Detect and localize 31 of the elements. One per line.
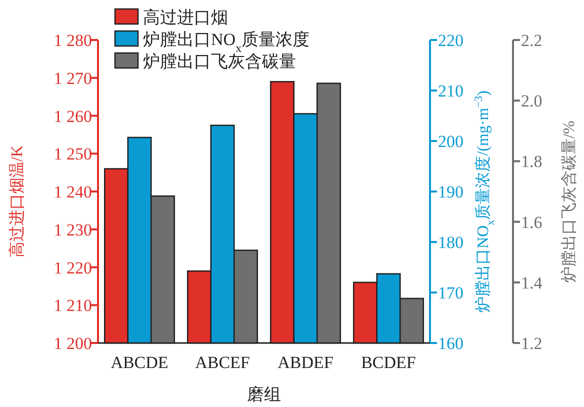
y-tick-label: 1 280 [54, 31, 92, 50]
y2-tick-label: 210 [438, 82, 464, 100]
y-tick-label: 1 230 [54, 220, 92, 240]
y-tick-label: 1 250 [54, 144, 92, 164]
y2-tick-label: 170 [438, 284, 464, 302]
y-tick-label: 1 210 [54, 296, 92, 316]
y3-tick-label: 1.2 [521, 334, 542, 353]
y-tick-label: 1 240 [54, 182, 92, 202]
y3-axis-title: 炉膛出口飞灰含碳量/% [560, 120, 578, 282]
y2-tick-label: 200 [438, 132, 464, 151]
y2-tick-label: 160 [438, 334, 464, 353]
y3-tick-label: 1.4 [521, 273, 543, 292]
x-tick-label: ABCEF [195, 353, 250, 372]
x-tick-label: ABDEF [278, 353, 334, 372]
y-tick-label: 1 260 [54, 106, 92, 126]
y2-tick-label: 220 [438, 31, 464, 50]
y-axis-title: 高过进口烟温/K [8, 145, 26, 258]
legend-label: 高过进口烟 [143, 8, 228, 27]
x-axis-title: 磨组 [247, 385, 281, 404]
legend-label: 炉膛出口飞灰含碳量 [143, 52, 296, 71]
x-tick-label: BCDEF [361, 353, 416, 372]
y2-tick-label: 180 [438, 233, 464, 252]
y-tick-label: 1 220 [54, 258, 92, 278]
y3-tick-label: 1.6 [521, 212, 542, 232]
y3-tick-label: 2.2 [521, 31, 542, 50]
y2-tick-label: 190 [438, 182, 464, 202]
y3-tick-label: 1.8 [521, 152, 542, 172]
y-tick-label: 1 200 [54, 334, 92, 353]
x-tick-label: ABCDE [110, 353, 168, 372]
y3-tick-label: 2.0 [521, 92, 542, 111]
y-tick-label: 1 270 [54, 68, 92, 88]
